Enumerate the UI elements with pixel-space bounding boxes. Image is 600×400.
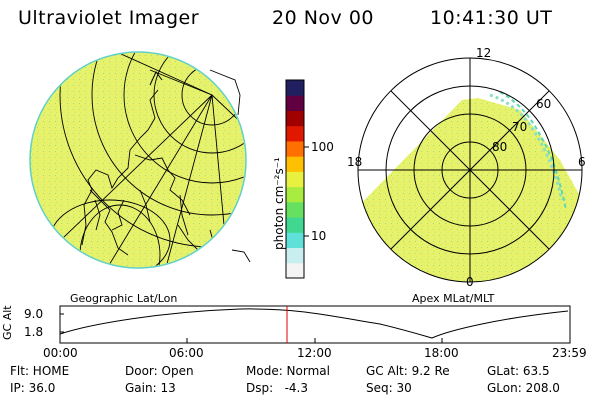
status-flt: Flt: HOME xyxy=(10,364,70,378)
colorbar-band xyxy=(286,186,304,203)
geographic-image xyxy=(29,51,251,269)
colorbar-label-10: 10 xyxy=(311,229,327,243)
mlt-label-18: 18 xyxy=(347,155,363,169)
colorbar-band xyxy=(286,110,304,127)
status-seq: Seq: 30 xyxy=(366,381,412,395)
colorbar-band xyxy=(286,262,304,279)
colorbar-unit-label: photon cm⁻²s⁻¹ xyxy=(272,157,286,250)
altitude-xtick-2359: 23:59 xyxy=(552,346,587,360)
mlat-label-80: 80 xyxy=(492,140,508,154)
status-gain: Gain: 13 xyxy=(125,381,176,395)
colorbar-label-100: 100 xyxy=(311,140,334,154)
polar-grid xyxy=(357,57,583,283)
status-gcalt: GC Alt: 9.2 Re xyxy=(366,364,450,378)
colorbar-band xyxy=(286,171,304,188)
altitude-xtick-0000: 00:00 xyxy=(43,346,78,360)
polar-plot xyxy=(357,57,583,283)
left-panel-caption: Geographic Lat/Lon xyxy=(70,292,178,305)
status-mode: Mode: Normal xyxy=(246,364,330,378)
colorbar-band xyxy=(286,201,304,218)
status-dsp: Dsp: -4.3 xyxy=(246,381,309,395)
altitude-ytick-1: 1.8 xyxy=(24,325,44,339)
time-label: 10:41:30 UT xyxy=(430,7,553,29)
altitude-curve xyxy=(59,308,569,339)
altitude-ytick-9: 9.0 xyxy=(24,307,44,321)
mlt-label-6: 6 xyxy=(578,155,586,169)
mlt-label-0: 0 xyxy=(466,275,474,289)
colorbar-gradient xyxy=(286,80,304,279)
colorbar-band xyxy=(286,95,304,111)
colorbar-band xyxy=(286,247,304,264)
altitude-xtick-0600: 06:00 xyxy=(169,346,204,360)
colorbar-band xyxy=(286,217,304,233)
instrument-title: Ultraviolet Imager xyxy=(18,7,200,29)
colorbar-band xyxy=(286,156,304,172)
colorbar-band xyxy=(286,80,304,96)
date-label: 20 Nov 00 xyxy=(272,7,375,29)
status-glon: GLon: 208.0 xyxy=(487,381,560,395)
status-ip: IP: 36.0 xyxy=(10,381,56,395)
colorbar-frame xyxy=(285,79,305,279)
polar-meridian-diag2 xyxy=(390,90,550,250)
altitude-plot xyxy=(59,305,571,344)
status-glat: GLat: 63.5 xyxy=(487,364,550,378)
colorbar xyxy=(285,79,309,279)
polar-image xyxy=(358,91,582,282)
mlat-label-60: 60 xyxy=(536,97,552,111)
uv-image-disk xyxy=(29,51,247,269)
mlt-label-12: 12 xyxy=(476,46,492,60)
right-panel-caption: Apex MLat/MLT xyxy=(412,292,495,305)
altitude-ylabel: GC Alt xyxy=(1,305,14,340)
colorbar-band xyxy=(286,140,304,157)
status-door: Door: Open xyxy=(125,364,194,378)
colorbar-band xyxy=(286,232,304,249)
altitude-xtick-1200: 12:00 xyxy=(297,346,332,360)
mlat-label-70: 70 xyxy=(512,120,528,134)
altitude-frame xyxy=(59,305,571,344)
colorbar-band xyxy=(286,125,304,142)
altitude-xtick-1800: 18:00 xyxy=(424,346,459,360)
